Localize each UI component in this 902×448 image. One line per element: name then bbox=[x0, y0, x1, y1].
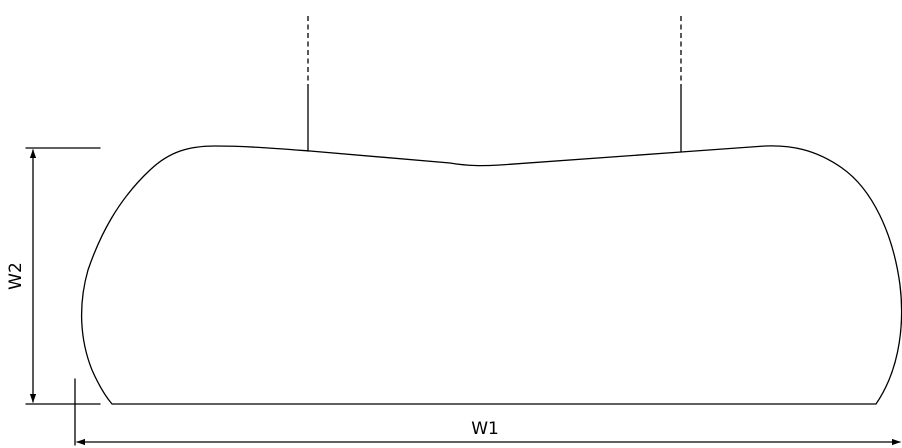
w2-label: W2 bbox=[6, 262, 26, 290]
w1-label: W1 bbox=[471, 419, 499, 439]
cushion-outline bbox=[80, 145, 902, 405]
